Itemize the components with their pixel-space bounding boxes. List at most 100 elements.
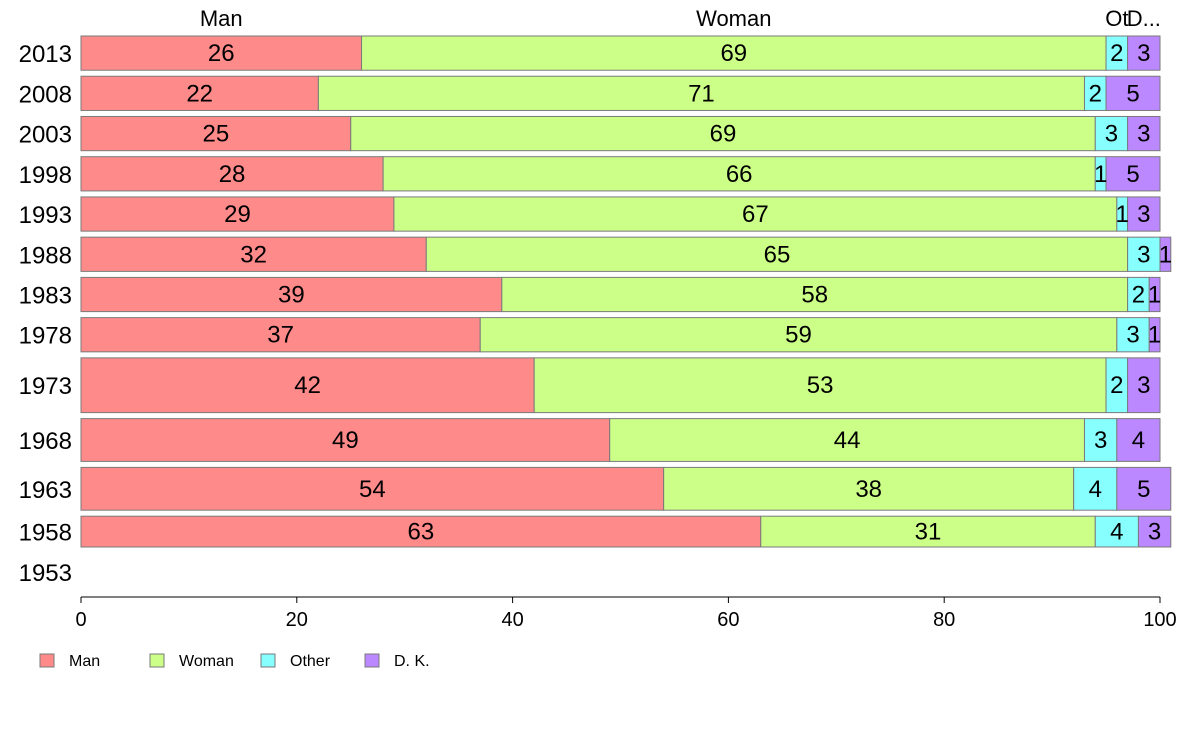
- bar-segment-1963-2: [1073, 466, 1118, 511]
- value-label-1958-1: 31: [915, 519, 942, 546]
- bar-segment-2008-0: [80, 75, 319, 111]
- x-tick-label-60: 60: [717, 609, 739, 631]
- value-label-1998-0: 28: [219, 161, 246, 188]
- x-tick-label-20: 20: [286, 609, 308, 631]
- bar-segment-1988-3: [1159, 236, 1172, 272]
- bar-segment-1963-1: [663, 466, 1075, 511]
- year-label-1958: 1958: [19, 520, 72, 547]
- value-label-2013-3: 3: [1137, 40, 1150, 67]
- bar-segment-1993-0: [80, 196, 395, 232]
- segment-value-labels: 26 69 2 322 71 2 525 69 3 328 66 1 529 67 1 332 65 3 139 58…: [186, 40, 1172, 545]
- value-label-1968-3: 4: [1132, 427, 1145, 454]
- top-category-labels: Man Woman OtD...: [200, 6, 1161, 31]
- value-label-2008-0: 22: [186, 80, 213, 107]
- year-label-1953: 1953: [19, 560, 72, 587]
- value-label-1988-1: 65: [764, 241, 791, 268]
- bar-segment-1983-0: [80, 276, 503, 313]
- bar-segment-1968-3: [1116, 418, 1161, 462]
- x-tick-label-0: 0: [75, 609, 86, 631]
- year-label-1988: 1988: [19, 242, 72, 269]
- year-label-2013: 2013: [19, 41, 72, 68]
- value-label-1983-3: 1: [1148, 282, 1161, 309]
- value-label-2008-1: 71: [688, 80, 715, 107]
- value-label-2008-2: 2: [1089, 80, 1102, 107]
- bar-segment-1968-1: [609, 418, 1085, 462]
- value-label-1983-1: 58: [801, 282, 828, 309]
- legend-label-3: D. K.: [394, 653, 430, 670]
- year-label-1973: 1973: [19, 373, 72, 400]
- bar-segment-1993-3: [1127, 196, 1161, 232]
- bar-segment-1988-1: [425, 236, 1129, 272]
- legend-label-2: Other: [290, 653, 331, 670]
- value-label-2003-2: 3: [1105, 121, 1118, 148]
- year-label-1998: 1998: [19, 162, 72, 189]
- value-label-1958-0: 63: [408, 519, 435, 546]
- bar-segment-1963-0: [80, 466, 665, 511]
- bar-segment-1978-2: [1116, 317, 1150, 353]
- legend-label-1: Woman: [179, 653, 234, 670]
- value-label-1978-2: 3: [1126, 322, 1139, 349]
- value-label-2003-1: 69: [710, 121, 737, 148]
- value-label-2013-1: 69: [720, 40, 747, 67]
- value-label-2003-0: 25: [203, 121, 230, 148]
- value-label-1993-0: 29: [224, 201, 251, 228]
- value-label-1978-1: 59: [785, 322, 812, 349]
- value-label-1973-0: 42: [294, 372, 321, 399]
- bar-segment-2003-3: [1127, 115, 1161, 152]
- bar-segment-1973-3: [1127, 357, 1161, 414]
- value-label-1963-0: 54: [359, 476, 386, 503]
- bar-segment-2003-2: [1094, 115, 1129, 152]
- bar-segment-2008-3: [1105, 75, 1161, 111]
- bar-segment-1973-0: [80, 357, 535, 414]
- bar-segment-1983-1: [501, 276, 1129, 313]
- legend: Man Woman Other D. K.: [39, 653, 430, 670]
- legend-label-0: Man: [69, 653, 100, 670]
- value-label-1993-1: 67: [742, 201, 769, 228]
- value-label-1963-1: 38: [855, 476, 882, 503]
- value-label-1968-2: 3: [1094, 427, 1107, 454]
- bar-segment-1988-0: [80, 236, 427, 272]
- bar-segment-2013-3: [1127, 35, 1161, 71]
- value-label-1993-2: 1: [1116, 201, 1129, 228]
- x-tick-label-80: 80: [933, 609, 955, 631]
- value-label-2008-3: 5: [1126, 80, 1139, 107]
- bars: [80, 35, 1172, 548]
- value-label-1963-3: 5: [1137, 476, 1150, 503]
- top-label-other: Ot: [1105, 6, 1128, 31]
- legend-swatch-3: [364, 653, 380, 668]
- value-label-1968-1: 44: [834, 427, 861, 454]
- bar-segment-1978-1: [479, 317, 1118, 353]
- value-label-1988-3: 1: [1159, 241, 1172, 268]
- x-tick-label-40: 40: [501, 609, 523, 631]
- legend-swatch-2: [260, 653, 276, 668]
- value-label-2013-0: 26: [208, 40, 235, 67]
- value-label-1998-3: 5: [1126, 161, 1139, 188]
- value-label-1968-0: 49: [332, 427, 359, 454]
- legend-swatch-0: [39, 653, 55, 668]
- year-axis-labels: 2013 2008 2003 1998 1993 1988 1983 1978 1973 1968…: [19, 41, 72, 587]
- legend-swatch-1: [149, 653, 165, 668]
- top-label-dk: D...: [1127, 6, 1161, 31]
- value-label-2013-2: 2: [1110, 40, 1123, 67]
- top-label-woman: Woman: [696, 6, 771, 31]
- bar-segment-2003-0: [80, 115, 352, 152]
- bar-segment-2003-1: [350, 115, 1096, 152]
- value-label-1958-3: 3: [1148, 519, 1161, 546]
- value-label-1973-1: 53: [807, 372, 834, 399]
- bar-segment-1963-3: [1116, 466, 1172, 511]
- bar-segment-1988-2: [1127, 236, 1161, 272]
- value-label-1963-2: 4: [1089, 476, 1102, 503]
- value-label-1983-0: 39: [278, 282, 305, 309]
- year-label-2003: 2003: [19, 122, 72, 149]
- value-label-1958-2: 4: [1110, 519, 1123, 546]
- year-label-1983: 1983: [19, 283, 72, 310]
- year-label-1968: 1968: [19, 428, 72, 455]
- year-label-1978: 1978: [19, 323, 72, 350]
- bar-segment-1993-1: [393, 196, 1118, 232]
- value-label-1973-3: 3: [1137, 372, 1150, 399]
- value-label-1998-1: 66: [726, 161, 753, 188]
- bar-segment-1983-3: [1148, 276, 1161, 313]
- bar-segment-1978-0: [80, 317, 481, 353]
- value-label-2003-3: 3: [1137, 121, 1150, 148]
